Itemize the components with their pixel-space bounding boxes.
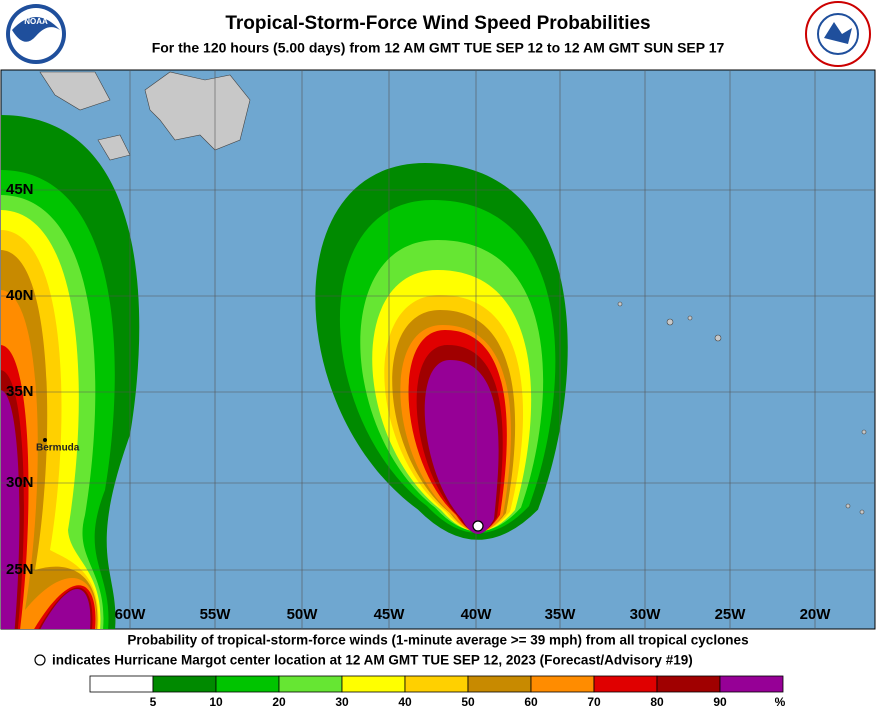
lon-label: 45W [374, 606, 406, 623]
place-label: Bermuda [36, 443, 80, 454]
noaa-text: NOAA [24, 17, 48, 26]
legend-label: % [775, 695, 786, 709]
lon-label: 35W [545, 606, 577, 623]
legend-swatch [593, 675, 658, 693]
lon-label: 55W [200, 606, 232, 623]
legend-swatch [278, 675, 343, 693]
legend-swatch [215, 675, 280, 693]
legend-label: 10 [209, 695, 223, 709]
legend-swatch [152, 675, 217, 693]
legend-label: 5 [150, 695, 157, 709]
lat-label: 25N [6, 561, 34, 578]
legend-label: 80 [650, 695, 664, 709]
legend-swatch [656, 675, 721, 693]
title: Tropical-Storm-Force Wind Speed Probabil… [225, 13, 650, 34]
footer-line-2: indicates Hurricane Margot center locati… [52, 653, 693, 668]
contour-band [1, 345, 96, 629]
footer-marker [34, 654, 46, 666]
legend-swatch [404, 675, 469, 693]
lon-label: 40W [461, 606, 493, 623]
lon-label: 20W [800, 606, 832, 623]
lon-label: 30W [630, 606, 662, 623]
lon-label: 60W [115, 606, 147, 623]
subtitle: For the 120 hours (5.00 days) from 12 AM… [152, 40, 725, 56]
nws-logo [805, 1, 871, 67]
legend-swatch [89, 675, 154, 693]
legend-swatch [341, 675, 406, 693]
lon-label: 25W [715, 606, 747, 623]
legend-label: 50 [461, 695, 475, 709]
bermuda-dot [43, 438, 47, 442]
storm-center [472, 520, 484, 532]
legend-label: 20 [272, 695, 286, 709]
contour-band [1, 390, 91, 629]
legend-label: 70 [587, 695, 601, 709]
legend-label: 40 [398, 695, 412, 709]
legend-swatch [719, 675, 784, 693]
legend-label: 90 [713, 695, 727, 709]
legend: 5 10 20 30 40 50 60 70 80 90% [89, 675, 786, 709]
map: 60W 55W 50W 45W 40W 35W 30W 25W 20W 45N 40N 35N 30N 2… [1, 70, 875, 629]
legend-swatch [530, 675, 595, 693]
legend-label: 60 [524, 695, 538, 709]
legend-label: 30 [335, 695, 349, 709]
lat-label: 45N [6, 181, 34, 198]
legend-swatch [467, 675, 532, 693]
noaa-logo: NOAA [6, 4, 66, 64]
lat-label: 40N [6, 287, 34, 304]
lon-label: 50W [287, 606, 319, 623]
lat-label: 30N [6, 474, 34, 491]
footer-line-1: Probability of tropical-storm-force wind… [127, 633, 748, 648]
lat-label: 35N [6, 383, 34, 400]
contour-band [424, 360, 499, 535]
probability-contours [1, 115, 568, 629]
graticule: 60W 55W 50W 45W 40W 35W 30W 25W 20W 45N 40N 35N 30N 2… [1, 70, 875, 629]
